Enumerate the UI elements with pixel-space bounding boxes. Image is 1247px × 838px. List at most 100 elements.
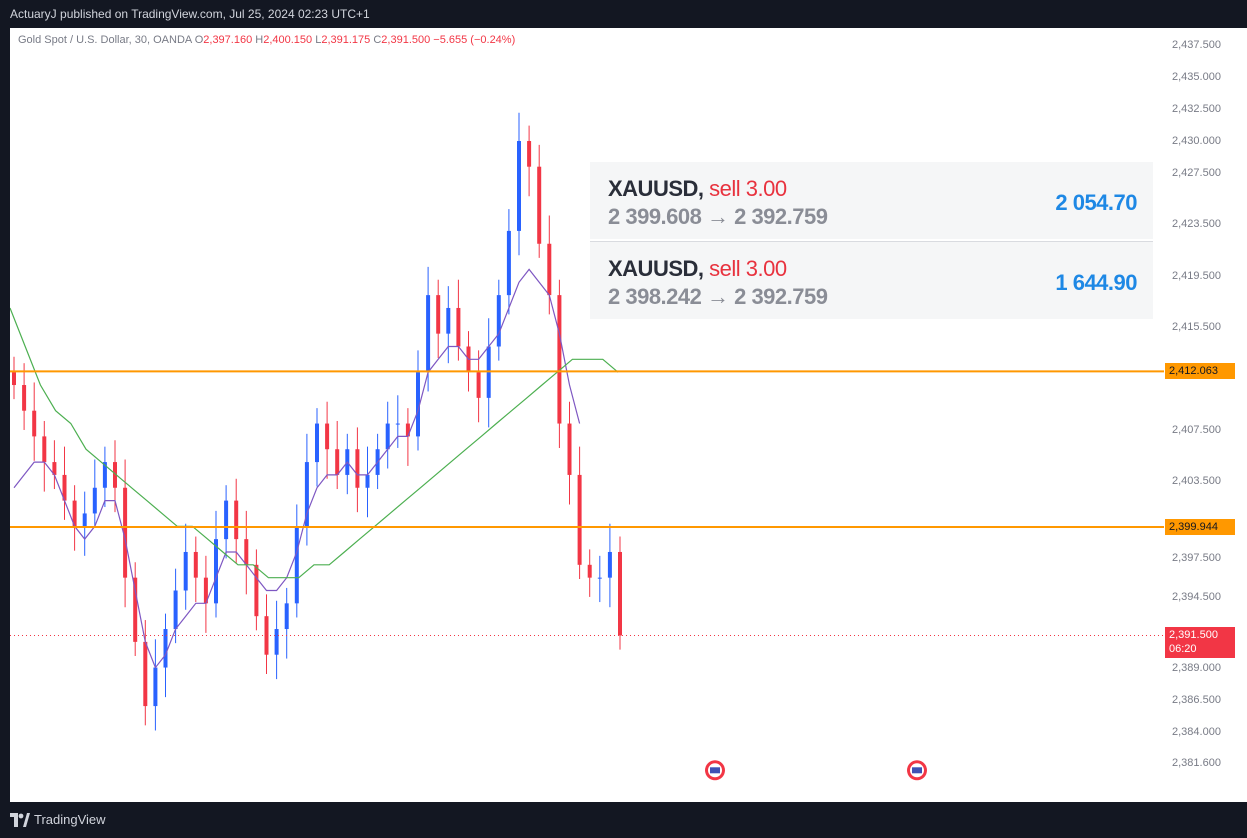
trade-side: sell 3.00 <box>709 176 787 201</box>
legend-low: 2,391.175 <box>321 34 371 46</box>
candle-body <box>102 462 107 488</box>
candle-body <box>92 487 97 514</box>
trade-symbol-line: XAUUSD, sell 3.00 <box>608 256 787 281</box>
candle-body <box>143 641 148 707</box>
trade-symbol-line: XAUUSD, sell 3.00 <box>608 176 787 201</box>
trade-pnl: 1 644.90 <box>1055 270 1137 295</box>
candle-body <box>517 141 521 231</box>
candle-body <box>537 166 542 244</box>
logo-text: TradingView <box>34 812 106 827</box>
price-tick: 2,384.000 <box>1172 725 1221 738</box>
price-tick: 2,437.500 <box>1172 38 1221 51</box>
candle-body <box>446 307 451 334</box>
price-axis[interactable]: 2,437.500 2,435.000 2,432.500 2,430.000 2,42… <box>1164 28 1247 802</box>
legend-change: −5.655 (−0.24%) <box>433 34 516 46</box>
trade-prices: 2 399.608 → 2 392.759 <box>608 204 828 229</box>
ma-fast-line <box>13 268 581 669</box>
chart-area[interactable]: Gold Spot / U.S. Dollar, 30, OANDA O2,39… <box>10 28 1164 822</box>
legend-close-label: C <box>373 34 382 46</box>
price-tick: 2,403.500 <box>1172 475 1221 488</box>
trade-side: sell 3.00 <box>709 256 787 281</box>
candle-body <box>254 564 259 617</box>
tradingview-logo[interactable]: TradingView <box>10 812 106 827</box>
trade-prices: 2 398.242 → 2 392.759 <box>608 284 828 309</box>
trade-symbol: XAUUSD <box>608 256 698 281</box>
candle-body <box>597 577 602 579</box>
candle-body <box>436 295 441 334</box>
us-flag-icon <box>705 760 725 781</box>
price-tick: 2,394.500 <box>1172 590 1221 603</box>
candle-body <box>72 500 77 527</box>
candle-body <box>62 474 67 501</box>
trade-divider <box>590 241 1153 242</box>
candle-body <box>32 410 37 437</box>
legend-high-label: H <box>255 34 264 46</box>
candle-body <box>527 141 532 167</box>
price-tick: 2,427.500 <box>1172 167 1221 180</box>
candle-body <box>325 423 330 450</box>
legend-open-label: O <box>194 34 204 46</box>
candle-body <box>153 667 158 707</box>
legend-open: 2,397.160 <box>203 34 253 46</box>
price-tick: 2,407.500 <box>1172 423 1221 436</box>
candle-body <box>123 487 128 578</box>
candle-body <box>577 474 582 565</box>
legend-low-label: L <box>315 34 322 46</box>
candle-body <box>476 372 481 398</box>
candle-body <box>82 513 87 527</box>
candle-body <box>405 423 410 437</box>
last-price-value: 2,391.500 <box>1169 629 1218 642</box>
candle-body <box>183 551 188 591</box>
candle-body <box>214 539 218 604</box>
last-price-label: 2,391.500 06:20 <box>1165 627 1235 659</box>
candle-body <box>133 577 138 642</box>
ma-slow-line <box>10 307 619 579</box>
price-tick: 2,415.500 <box>1172 321 1221 334</box>
chart-svg[interactable] <box>10 28 1164 802</box>
candle-body <box>304 462 309 527</box>
candle-body <box>395 423 400 425</box>
publish-header: ActuaryJ published on TradingView.com, J… <box>0 0 1247 28</box>
candle-body <box>557 295 562 424</box>
candle-body <box>244 539 249 565</box>
price-tick: 2,435.000 <box>1172 70 1221 83</box>
candle-body <box>365 474 370 488</box>
candle-body <box>22 385 27 411</box>
candle-body <box>547 243 552 296</box>
price-tick: 2,432.500 <box>1172 102 1221 115</box>
price-tick: 2,381.600 <box>1172 756 1221 769</box>
candle-body <box>315 423 319 463</box>
candle-body <box>587 564 592 578</box>
hline-label-upper: 2,412.063 <box>1165 363 1235 380</box>
candle-body <box>607 551 612 578</box>
price-tick: 2,386.500 <box>1172 693 1221 706</box>
candle-body <box>355 449 360 488</box>
legend-close: 2,391.500 <box>381 34 431 46</box>
candle-body <box>284 603 289 630</box>
candle-body <box>567 423 572 475</box>
trade-pnl: 2 054.70 <box>1055 190 1137 215</box>
hline-label-lower: 2,399.944 <box>1165 519 1235 535</box>
candle-body <box>426 295 431 373</box>
candle-body <box>12 372 16 386</box>
candle-body <box>193 551 198 578</box>
candle-body <box>416 372 420 437</box>
candle-body <box>52 462 57 475</box>
candle-body <box>163 629 168 668</box>
trade-symbol: XAUUSD <box>608 176 698 201</box>
candle-body <box>42 436 47 463</box>
candle-body <box>203 577 208 604</box>
candle-body <box>496 295 501 347</box>
price-tick: 2,419.500 <box>1172 269 1221 282</box>
candle-body <box>335 449 340 475</box>
candle-body <box>506 230 511 296</box>
footer-bar: TradingView <box>0 802 1247 838</box>
candle-body <box>294 526 299 604</box>
candle-body <box>456 307 461 347</box>
candle-body <box>618 551 622 636</box>
trade-card-1: XAUUSD, sell 3.00 2 399.608 → 2 392.759 … <box>590 162 1153 239</box>
legend-title: Gold Spot / U.S. Dollar, 30, OANDA <box>18 34 192 46</box>
bar-countdown: 06:20 <box>1169 643 1197 656</box>
us-flag-icon <box>907 760 927 781</box>
price-tick: 2,430.000 <box>1172 135 1221 147</box>
